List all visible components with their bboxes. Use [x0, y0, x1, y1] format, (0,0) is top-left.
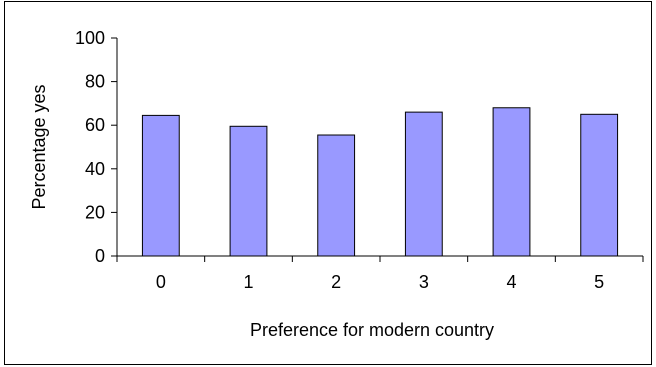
x-tick-label: 2 [331, 272, 341, 292]
bar-1 [229, 125, 268, 257]
x-tick-label: 4 [506, 272, 516, 292]
bars-layer [141, 107, 619, 257]
chart-frame: 0 20 40 60 80 100 0 1 2 3 4 5 Percentage yes Prefe… [4, 1, 652, 365]
x-tick-label: 1 [243, 272, 253, 292]
bar-chart: 0 20 40 60 80 100 0 1 2 3 4 5 Percentage yes Prefe… [29, 28, 644, 340]
x-tick-label: 3 [419, 272, 429, 292]
bar-2 [317, 134, 356, 257]
bar-4 [492, 107, 531, 257]
y-tick-label: 40 [85, 159, 105, 179]
x-ticks-layer: 0 1 2 3 4 5 [116, 256, 644, 292]
bar-0 [141, 114, 180, 257]
y-tick-label: 100 [75, 28, 105, 48]
y-tick-label: 60 [85, 115, 105, 135]
x-tick-label: 5 [594, 272, 604, 292]
y-ticks-layer: 0 20 40 60 80 100 [75, 28, 117, 266]
y-tick-label: 0 [95, 246, 105, 266]
bar-3 [404, 111, 443, 257]
y-tick-label: 20 [85, 202, 105, 222]
y-axis-title: Percentage yes [29, 84, 49, 209]
y-tick-label: 80 [85, 72, 105, 92]
bar-5 [580, 113, 619, 257]
x-tick-label: 0 [156, 272, 166, 292]
x-axis-title: Preference for modern country [250, 320, 494, 340]
